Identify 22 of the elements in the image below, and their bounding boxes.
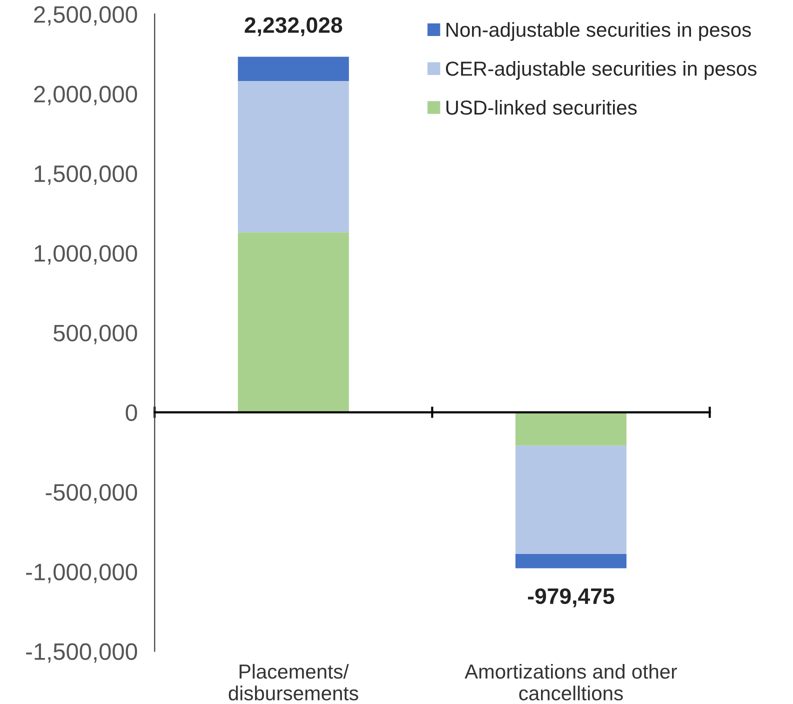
y-tick-label: 2,000,000: [34, 86, 138, 106]
total-label: -979,475: [528, 588, 614, 608]
y-tick-label: -1,000,000: [26, 564, 138, 584]
y-tick-label: 1,000,000: [34, 245, 138, 265]
x-tick-label: Placements/ disbursements: [228, 664, 358, 700]
bar: [238, 232, 349, 412]
bar: [515, 412, 626, 446]
legend-label: CER-adjustable securities in pesos: [446, 61, 756, 80]
bar: [238, 80, 349, 232]
y-tick-label: 500,000: [54, 324, 138, 344]
legend-label: USD-linked securities: [446, 100, 637, 115]
x-tick-label: Amortizations and other cancelltions: [464, 664, 677, 700]
y-tick-label: 2,500,000: [34, 6, 138, 26]
legend-label: Non-adjustable securities in pesos: [446, 22, 751, 41]
bar: [238, 56, 349, 81]
bar: [515, 446, 626, 554]
y-tick-label: -1,500,000: [26, 643, 138, 663]
total-label: 2,232,028: [244, 17, 342, 36]
y-tick-label: 1,500,000: [34, 165, 138, 185]
y-tick-label: -500,000: [46, 484, 138, 504]
bar: [515, 554, 626, 568]
y-tick-label: 0: [126, 404, 138, 422]
